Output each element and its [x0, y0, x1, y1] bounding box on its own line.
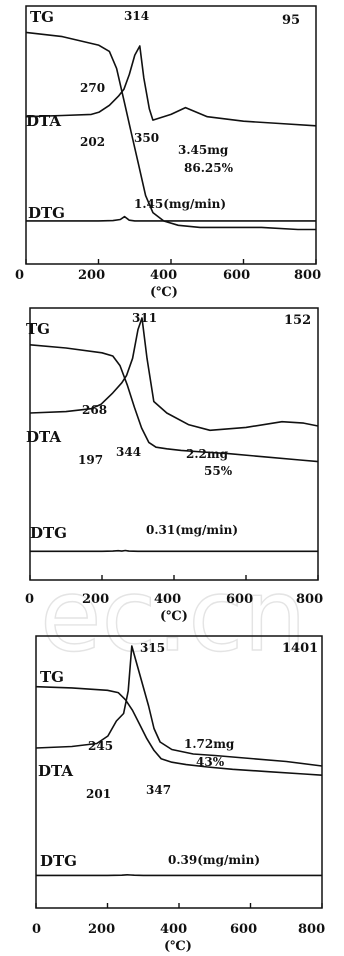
panel-frame — [25, 5, 317, 265]
panel-2: 152 TG DTA DTG 311 268 197 344 2.2mg 55%… — [25, 307, 323, 624]
dta-curve — [35, 645, 323, 767]
x-tick-label: 800 — [296, 592, 323, 607]
corner-label: 152 — [284, 313, 311, 328]
mass-loss-label: 2.2mg — [186, 447, 229, 461]
dtg-curve — [26, 215, 316, 222]
mass-loss-percent-label: 55% — [204, 464, 233, 478]
x-tick-label: 0 — [32, 922, 41, 937]
x-tick-label: 600 — [226, 592, 253, 607]
tg-curve — [25, 31, 316, 231]
x-tick-label: 200 — [88, 922, 115, 937]
x-tick-label: 800 — [294, 268, 321, 283]
dtg-rate-label: 1.45(mg/min) — [134, 197, 226, 211]
end-temp-label: 347 — [146, 783, 171, 797]
panel-3: 1401 TG DTA DTG 315 245 201 347 1.72mg 4… — [32, 635, 325, 954]
end-temp-label: 344 — [116, 445, 141, 459]
mass-loss-label: 3.45mg — [178, 143, 229, 157]
dta-curve — [25, 45, 317, 127]
x-tick-label: 200 — [78, 268, 105, 283]
x-tick-label: 200 — [82, 592, 109, 607]
dta-label: DTA — [26, 112, 61, 130]
dta-curve — [29, 317, 319, 432]
dtg-label: DTG — [28, 204, 65, 222]
x-tick-label: 400 — [154, 592, 181, 607]
dtg-label: DTG — [30, 524, 67, 542]
x-tick-label: 400 — [160, 922, 187, 937]
peak-temp-label: 315 — [140, 641, 165, 655]
onset-temp-label: 201 — [86, 787, 111, 801]
tg-curve — [29, 344, 319, 463]
end-temp-label: 350 — [134, 131, 159, 145]
peak-temp-label: 314 — [124, 9, 149, 23]
curves — [35, 645, 323, 877]
shoulder-temp-label: 270 — [80, 81, 105, 95]
curves — [25, 31, 317, 231]
peak-temp-label: 311 — [132, 311, 157, 325]
x-axis-unit: (℃) — [150, 285, 178, 300]
mass-loss-label: 1.72mg — [184, 737, 235, 751]
dtg-label: DTG — [40, 852, 77, 870]
tg-label: TG — [30, 8, 54, 26]
tg-label: TG — [40, 668, 64, 686]
x-tick-label: 600 — [230, 922, 257, 937]
dtg-rate-label: 0.31(mg/min) — [146, 523, 238, 537]
x-axis-ticks — [25, 259, 317, 264]
mass-loss-percent-label: 43% — [196, 755, 225, 769]
x-tick-label: 0 — [15, 268, 24, 283]
tg-label: TG — [26, 320, 50, 338]
x-tick-label: 400 — [150, 268, 177, 283]
x-axis-ticks — [29, 575, 319, 580]
corner-label: 95 — [282, 13, 300, 28]
shoulder-temp-label: 245 — [88, 739, 113, 753]
dtg-rate-label: 0.39(mg/min) — [168, 853, 260, 867]
x-axis-unit: (℃) — [160, 609, 188, 624]
dtg-curve — [36, 874, 322, 877]
tg-curve — [35, 685, 323, 776]
onset-temp-label: 197 — [78, 453, 103, 467]
corner-label: 1401 — [282, 641, 318, 656]
dtg-curve — [30, 549, 318, 553]
curves — [29, 317, 319, 553]
onset-temp-label: 202 — [80, 135, 105, 149]
x-axis-ticks — [35, 903, 323, 908]
x-axis-unit: (℃) — [164, 939, 192, 954]
shoulder-temp-label: 268 — [82, 403, 107, 417]
x-tick-label: 800 — [298, 922, 325, 937]
dta-label: DTA — [38, 762, 73, 780]
x-tick-label: 600 — [223, 268, 250, 283]
x-tick-label: 0 — [25, 592, 34, 607]
mass-loss-percent-label: 86.25% — [184, 161, 234, 175]
panel-1: 95 TG DTA DTG 314 270 202 350 3.45mg 86.… — [15, 5, 321, 300]
dta-label: DTA — [26, 428, 61, 446]
